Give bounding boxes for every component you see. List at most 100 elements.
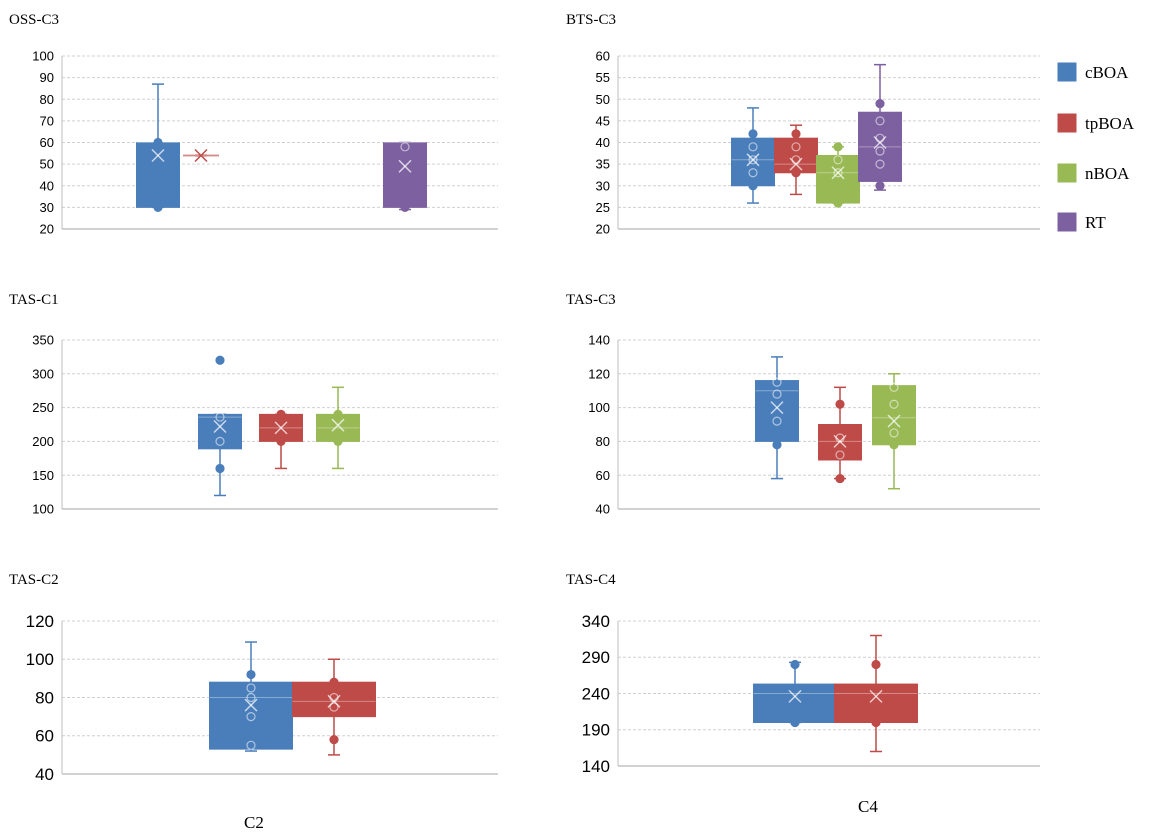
- mean-marker: [213, 419, 227, 434]
- chart-oss-c3: 20 30 40 50 60 70 80 90 100: [32, 49, 498, 237]
- data-point: [772, 440, 782, 450]
- data-point: [772, 389, 782, 399]
- box-iqr: [136, 142, 180, 208]
- mean-marker: [831, 166, 845, 180]
- panel-title-bts-c3: BTS-C3: [566, 12, 616, 28]
- data-point: [748, 129, 758, 139]
- data-point: [889, 428, 899, 438]
- y-tick-label: 40: [596, 135, 610, 150]
- data-point: [153, 202, 163, 212]
- chart-tas-c4: 140 190 240 290 340: [582, 612, 1040, 776]
- y-tick-label: 25: [596, 200, 610, 215]
- legend-swatch-nboa: [1057, 163, 1077, 183]
- box-tpboa: [292, 658, 376, 756]
- data-point: [276, 436, 286, 446]
- mean-marker: [833, 434, 847, 448]
- chart-tas-c3: 40 60 80 100 120 140: [588, 333, 1040, 517]
- y-tick-label: 40: [596, 502, 610, 517]
- chart-bts-c3: 20 25 30 35 40 45 50 55 60: [596, 49, 1040, 237]
- legend-swatch-tpboa: [1057, 113, 1077, 133]
- data-point: [748, 155, 758, 165]
- y-tick-label: 20: [40, 222, 54, 237]
- mean-marker: [331, 418, 345, 432]
- data-point: [748, 142, 758, 152]
- y-tick-label: 60: [596, 468, 610, 483]
- box-iqr: [731, 137, 775, 187]
- data-point: [329, 734, 339, 745]
- legend-label-rt: RT: [1085, 213, 1106, 232]
- data-point: [791, 129, 801, 139]
- mean-marker: [789, 157, 803, 171]
- box-tpboa: [774, 124, 818, 196]
- data-point: [833, 142, 843, 152]
- mean-marker: [887, 414, 901, 428]
- y-tick-label: 200: [32, 434, 54, 449]
- data-point: [329, 677, 339, 687]
- data-point: [246, 683, 256, 693]
- data-point: [215, 355, 225, 365]
- data-point: [889, 399, 899, 409]
- y-tick-label: 60: [596, 49, 610, 64]
- data-point: [835, 450, 845, 460]
- data-point: [833, 168, 843, 178]
- y-tick-label: 140: [588, 333, 610, 348]
- data-point: [215, 436, 225, 446]
- data-point: [875, 98, 885, 109]
- panel-title-tas-c4: TAS-C4: [566, 572, 616, 588]
- y-tick-label: 55: [596, 70, 610, 85]
- y-tick-label: 140: [582, 757, 610, 776]
- box-iqr: [834, 683, 918, 724]
- data-point: [215, 412, 225, 422]
- data-point: [246, 692, 256, 703]
- legend-swatch-cboa: [1057, 62, 1077, 82]
- y-tick-label: 240: [582, 684, 610, 703]
- data-point: [333, 409, 343, 419]
- box-iqr: [755, 380, 799, 442]
- panel-title-tas-c2: TAS-C2: [9, 572, 59, 588]
- y-tick-label: 150: [32, 468, 54, 483]
- y-tick-label: 20: [596, 222, 610, 237]
- y-tick-label: 100: [588, 400, 610, 415]
- mean-marker: [788, 689, 802, 703]
- y-tick-label: 350: [32, 333, 54, 348]
- mean-marker: [194, 148, 208, 163]
- data-point: [246, 712, 256, 722]
- box-tpboa: [818, 386, 862, 484]
- box-cboa: [731, 107, 775, 204]
- panel-title-tas-c3: TAS-C3: [566, 292, 616, 308]
- y-tick-label: 190: [582, 721, 610, 740]
- legend-label-nboa: nBOA: [1085, 164, 1130, 183]
- box-cboa: [136, 83, 180, 212]
- box-tpboa: [259, 409, 303, 470]
- data-point: [835, 473, 845, 484]
- data-point: [246, 669, 256, 680]
- mean-marker: [327, 694, 341, 708]
- panel-title-oss-c3: OSS-C3: [9, 12, 59, 28]
- data-point: [791, 168, 801, 178]
- data-point: [790, 717, 800, 728]
- box-cboa: [755, 356, 799, 480]
- data-point: [875, 146, 885, 156]
- box-nboa: [872, 373, 916, 490]
- y-tick-label: 70: [40, 113, 54, 128]
- y-tick-label: 290: [582, 648, 610, 667]
- data-point: [329, 702, 339, 712]
- y-tick-label: 35: [596, 157, 610, 172]
- chart-tas-c1: 100 150 200 250 300 350: [32, 333, 498, 517]
- legend: cBOA tpBOA nBOA RT: [1057, 62, 1135, 232]
- y-tick-label: 40: [35, 765, 54, 784]
- data-point: [889, 382, 899, 392]
- data-point: [833, 155, 843, 165]
- data-point: [835, 399, 845, 409]
- y-tick-label: 30: [596, 178, 610, 193]
- data-point: [791, 142, 801, 152]
- y-tick-label: 80: [596, 434, 610, 449]
- data-point: [333, 436, 343, 446]
- box-cboa: [753, 659, 837, 728]
- data-point: [153, 137, 163, 148]
- mean-marker: [869, 689, 883, 703]
- box-iqr: [198, 413, 242, 450]
- chart-tas-c2: 40 60 80 100 120: [26, 612, 498, 784]
- box-cboa: [198, 355, 242, 497]
